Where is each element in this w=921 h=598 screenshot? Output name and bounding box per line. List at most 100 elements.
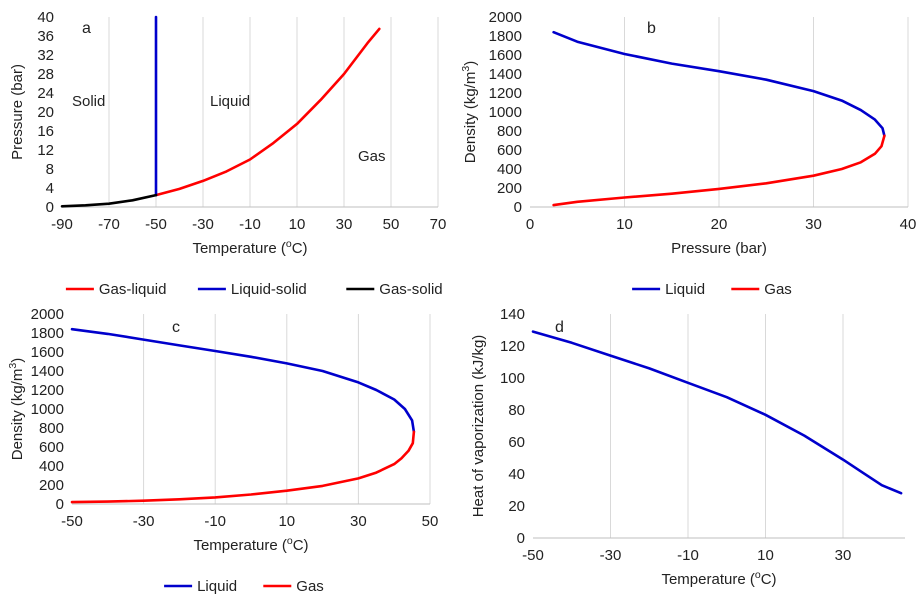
y-tick-label: 40 [508,466,525,483]
x-tick-label: 0 [526,216,534,233]
y-tick-label: 40 [37,9,54,26]
region-label: Liquid [210,93,250,110]
legend: Liquid Gas [164,578,324,595]
x-tick-label: 50 [422,513,439,530]
legend: Gas-liquid Liquid-solid Gas-solid [65,281,443,298]
y-tick-label: 800 [39,420,64,437]
x-tick-label: -50 [61,513,83,530]
y-tick-label: 800 [497,123,522,140]
legend-label: Gas [764,281,792,298]
series-line [60,193,158,208]
y-tick-label: 12 [37,142,54,159]
x-tick-label: 70 [430,216,447,233]
x-tick-label: -50 [145,216,167,233]
y-tick-label: 4 [46,180,54,197]
x-tick-label: 20 [711,216,728,233]
y-tick-label: 1200 [31,382,64,399]
y-tick-label: 8 [46,161,54,178]
y-tick-label: 400 [39,458,64,475]
x-tick-label: -90 [51,216,73,233]
y-tick-label: 32 [37,47,54,64]
y-tick-label: 28 [37,66,54,83]
panel-label: c [172,319,180,336]
region-label: Gas [358,148,386,165]
panel-label: b [647,20,656,37]
y-tick-label: 1400 [31,363,64,380]
y-tick-label: 16 [37,123,54,140]
panel-label: d [555,319,564,336]
y-tick-label: 80 [508,402,525,419]
y-tick-label: 1600 [489,47,522,64]
y-tick-label: 140 [500,306,525,323]
panel-label: a [82,20,91,37]
y-tick-label: 100 [500,370,525,387]
x-tick-label: -30 [133,513,155,530]
y-tick-label: 200 [39,477,64,494]
x-axis-title: Pressure (bar) [671,240,767,257]
x-tick-label: 10 [289,216,306,233]
y-tick-label: 1600 [31,344,64,361]
y-tick-label: 1800 [31,325,64,342]
y-tick-label: 1800 [489,28,522,45]
x-tick-label: -70 [98,216,120,233]
series-line [70,327,416,434]
x-tick-label: 40 [900,216,917,233]
series-line [70,430,416,504]
y-axis-title: Pressure (bar) [9,64,26,160]
x-tick-label: 10 [757,547,774,564]
y-tick-label: 600 [497,142,522,159]
x-tick-label: 30 [336,216,353,233]
x-tick-label: -50 [522,547,544,564]
y-tick-label: 60 [508,434,525,451]
legend-label: Gas-liquid [99,281,167,298]
y-tick-label: 1000 [489,104,522,121]
x-tick-label: 50 [383,216,400,233]
x-tick-label: 10 [616,216,633,233]
legend-label: Liquid [665,281,705,298]
y-axis-title: Density (kg/m3) [460,61,479,164]
series-line [154,27,381,197]
legend: Liquid Gas [632,281,792,298]
x-tick-label: -30 [600,547,622,564]
y-tick-label: 0 [46,199,54,216]
y-tick-label: 120 [500,338,525,355]
legend-label: Liquid-solid [231,281,307,298]
y-tick-label: 200 [497,180,522,197]
x-tick-label: 30 [835,547,852,564]
legend-label: Liquid [197,578,237,595]
y-tick-label: 1200 [489,85,522,102]
y-tick-label: 0 [514,199,522,216]
y-tick-label: 1000 [31,401,64,418]
panel-c: -50 -30 -10 10 30 50 0 200 400 600 800 1000 1200 1400… [7,306,438,595]
y-tick-label: 400 [497,161,522,178]
y-tick-label: 20 [508,498,525,515]
y-axis-title: Density (kg/m3) [7,358,26,461]
x-axis-title: Temperature (oC) [192,238,307,257]
y-tick-label: 20 [37,104,54,121]
y-tick-label: 2000 [31,306,64,323]
series-line [552,30,886,138]
series-line [531,330,903,495]
legend-label: Gas-solid [379,281,442,298]
x-tick-label: 30 [805,216,822,233]
x-tick-label: -10 [677,547,699,564]
x-tick-label: -30 [192,216,214,233]
y-tick-label: 0 [517,530,525,547]
legend-label: Gas [296,578,324,595]
x-tick-label: -10 [239,216,261,233]
panel-d: -50 -30 -10 10 30 0 20 40 60 80 100 120 140 Temperatu… [470,306,905,588]
panel-a: -90 -70 -50 -30 -10 10 30 50 70 0 4 8 12 16 20 24 28 32 36… [9,9,446,298]
y-tick-label: 0 [56,496,64,513]
x-axis-title: Temperature (oC) [661,569,776,588]
y-axis-title: Heat of vaporization (kJ/kg) [470,335,487,518]
y-tick-label: 600 [39,439,64,456]
x-tick-label: -10 [204,513,226,530]
x-axis-title: Temperature (oC) [193,535,308,554]
y-tick-label: 2000 [489,9,522,26]
panel-b: 0 10 20 30 400200400600800100012001400160018… [460,9,916,298]
series-line [552,134,886,207]
y-tick-label: 36 [37,28,54,45]
y-tick-label: 1400 [489,66,522,83]
x-tick-label: 30 [350,513,367,530]
